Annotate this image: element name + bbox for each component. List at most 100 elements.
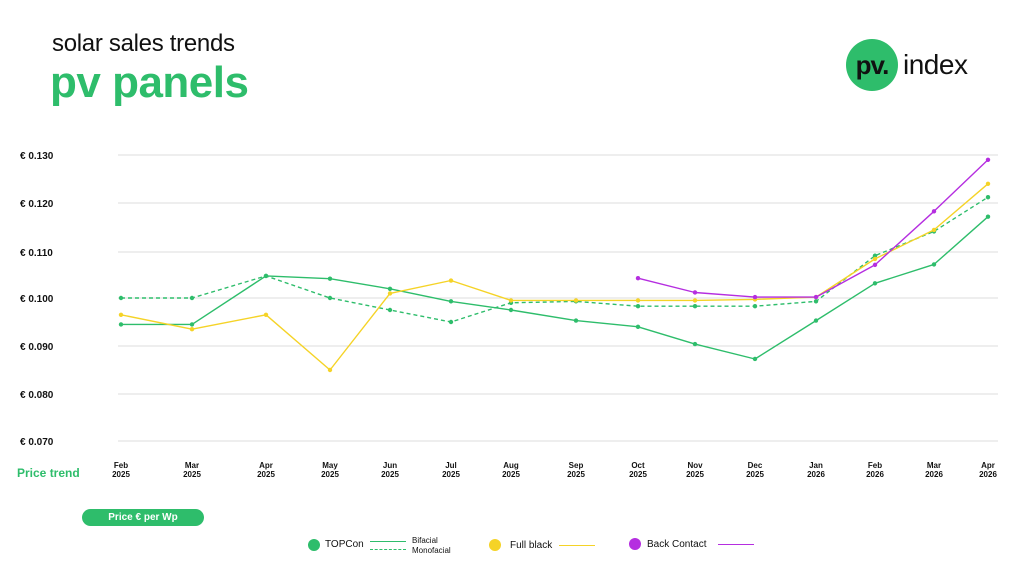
x-tick-label: 2025 [629, 470, 647, 479]
legend-bifacial-label: Bifacial [412, 536, 438, 545]
data-point-topcon_monofacial [872, 253, 878, 258]
data-point-topcon_monofacial [327, 295, 333, 301]
data-point-topcon_monofacial [985, 195, 991, 200]
x-tick-label: 2025 [442, 470, 460, 479]
x-tick-label: Feb [114, 461, 128, 470]
legend-back-contact-line [718, 544, 754, 545]
logo-mark: pv. [846, 39, 898, 91]
x-tick-label: Nov [687, 461, 703, 470]
data-point-topcon_bifacial [573, 318, 579, 323]
legend-back-contact-marker [629, 538, 641, 550]
x-tick-label: 2026 [979, 470, 997, 479]
data-point-topcon_bifacial [931, 262, 937, 267]
x-tick-label: 2025 [567, 470, 585, 479]
legend-back-contact-label: Back Contact [647, 539, 707, 550]
x-tick-label: Jul [445, 461, 457, 470]
legend-full-black-label: Full black [510, 540, 553, 551]
series-line-topcon_monofacial [121, 196, 989, 323]
x-tick-label: Sep [569, 461, 584, 470]
x-tick-label: Feb [868, 461, 882, 470]
x-tick-label: 2025 [502, 470, 520, 479]
series-line-full_black [120, 183, 989, 371]
x-tick-label: Oct [631, 461, 645, 470]
data-point-topcon_monofacial [263, 273, 269, 279]
legend-bifacial-line [370, 541, 406, 542]
data-point-topcon_bifacial [189, 322, 195, 327]
data-point-topcon_bifacial [692, 341, 698, 347]
x-tick-label: 2025 [686, 470, 704, 479]
data-point-full_black [189, 327, 195, 332]
data-point-topcon_bifacial [327, 276, 333, 281]
data-point-back_contact [692, 290, 698, 295]
data-point-full_black [448, 278, 454, 283]
price-trend-label: Price trend [17, 466, 80, 480]
y-tick-label: € 0.130 [20, 151, 54, 162]
data-point-back_contact [985, 157, 991, 162]
data-point-back_contact [813, 294, 819, 300]
data-point-full_black [635, 298, 641, 303]
data-point-topcon_monofacial [692, 303, 698, 309]
data-point-topcon_monofacial [813, 299, 819, 304]
data-point-topcon_bifacial [635, 324, 641, 329]
x-tick-label: Aug [503, 461, 519, 470]
data-point-full_black [508, 298, 514, 303]
data-point-topcon_bifacial [448, 299, 454, 304]
data-point-topcon_bifacial [813, 318, 819, 323]
data-point-topcon_bifacial [387, 286, 393, 291]
x-tick-label: 2025 [381, 470, 399, 479]
y-tick-label: € 0.080 [20, 390, 54, 401]
data-point-full_black [573, 298, 579, 303]
x-tick-label: Mar [927, 461, 941, 470]
x-tick-label: 2026 [866, 470, 884, 479]
data-point-back_contact [635, 276, 641, 281]
legend-full-black-marker [489, 539, 501, 551]
y-tick-label: € 0.100 [20, 294, 54, 305]
data-point-back_contact [752, 294, 758, 300]
chart-subtitle: solar sales trends [52, 30, 235, 57]
x-tick-label: Dec [748, 461, 763, 470]
unit-badge: Price € per Wp [82, 509, 204, 526]
x-tick-label: 2026 [925, 470, 943, 479]
data-point-full_black [327, 367, 333, 373]
data-point-back_contact [872, 262, 878, 268]
logo-text: index [903, 49, 968, 80]
data-point-full_black [118, 312, 124, 317]
data-point-full_black [872, 256, 878, 262]
data-point-back_contact [931, 209, 937, 214]
legend-full-black-line [559, 545, 595, 546]
x-tick-label: Mar [185, 461, 199, 470]
data-point-topcon_bifacial [872, 281, 878, 286]
data-point-full_black [931, 227, 937, 233]
x-tick-label: 2026 [807, 470, 825, 479]
data-point-topcon_bifacial [508, 307, 514, 313]
data-point-topcon_monofacial [752, 303, 758, 309]
y-tick-label: € 0.090 [20, 342, 54, 353]
x-tick-label: 2025 [746, 470, 764, 479]
data-point-full_black [985, 181, 991, 186]
data-point-topcon_monofacial [635, 303, 641, 309]
data-point-full_black [387, 291, 393, 296]
y-tick-label: € 0.110 [20, 248, 53, 259]
pv-index-logo: pv. index [846, 39, 968, 91]
data-point-topcon_monofacial [189, 295, 195, 301]
legend-monofacial-line [370, 549, 406, 550]
data-point-topcon_bifacial [752, 356, 758, 362]
data-point-topcon_monofacial [387, 307, 393, 313]
x-tick-label: 2025 [112, 470, 130, 479]
data-point-topcon_monofacial [118, 295, 124, 301]
y-tick-label: € 0.070 [20, 437, 54, 448]
data-point-full_black [692, 298, 698, 303]
data-point-full_black [263, 312, 269, 317]
y-tick-label: € 0.120 [20, 199, 54, 210]
legend-topcon-label: TOPCon [325, 539, 364, 550]
x-tick-label: 2025 [183, 470, 201, 479]
x-tick-label: Jun [383, 461, 397, 470]
data-point-topcon_monofacial [448, 319, 454, 325]
x-tick-label: 2025 [321, 470, 339, 479]
chart-title: pv panels [50, 58, 249, 107]
x-tick-label: May [322, 461, 338, 470]
x-tick-label: Apr [981, 461, 995, 470]
data-point-topcon_bifacial [118, 322, 124, 327]
x-tick-label: 2025 [257, 470, 275, 479]
